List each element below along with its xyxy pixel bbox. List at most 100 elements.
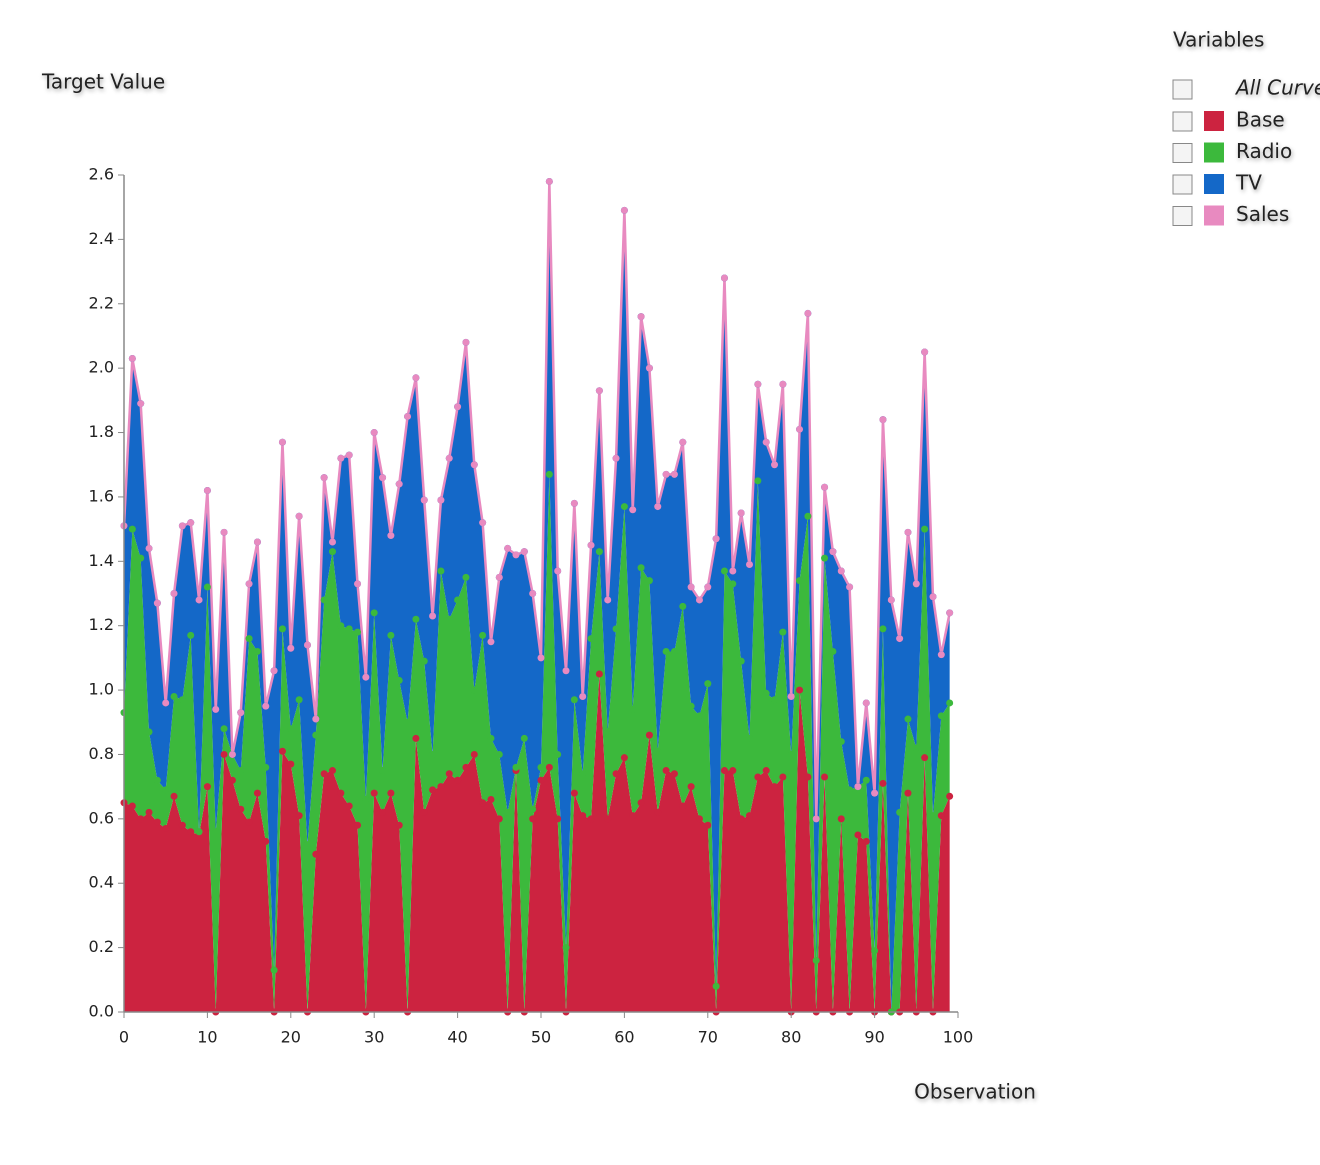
area [124, 673, 950, 1012]
legend-swatch [1204, 111, 1224, 131]
point [804, 309, 812, 317]
point [395, 676, 403, 684]
point [662, 470, 670, 478]
point [821, 773, 829, 781]
point [312, 850, 320, 858]
legend-swatch [1204, 205, 1224, 226]
x-tick-label: 70 [698, 1028, 718, 1047]
point [128, 802, 136, 810]
point [178, 821, 186, 829]
point [896, 635, 904, 643]
point [287, 644, 295, 652]
point [253, 789, 261, 797]
point [829, 647, 837, 655]
point [237, 709, 245, 717]
point [462, 573, 470, 581]
point [570, 789, 578, 797]
checkbox[interactable] [1172, 111, 1193, 132]
point [754, 773, 762, 781]
point [354, 628, 362, 636]
checkbox[interactable] [1172, 143, 1193, 163]
point [537, 776, 545, 784]
y-tick-label: 1.4 [89, 551, 114, 570]
point [654, 747, 662, 755]
point [929, 593, 937, 601]
point [137, 400, 145, 408]
point [779, 380, 787, 388]
point [462, 338, 470, 346]
point [629, 705, 637, 713]
point [695, 815, 703, 823]
point [704, 821, 712, 829]
point [245, 580, 253, 588]
point [779, 628, 787, 636]
checkbox[interactable] [1172, 174, 1193, 195]
point [620, 503, 628, 511]
point [887, 596, 895, 604]
point [737, 509, 745, 517]
point [821, 483, 829, 491]
point [504, 544, 512, 552]
point [654, 808, 662, 816]
checkbox[interactable] [1172, 206, 1193, 226]
point [479, 631, 487, 639]
point [804, 773, 812, 781]
point [921, 754, 929, 762]
point [712, 535, 720, 543]
point [854, 783, 862, 791]
point [170, 693, 178, 701]
y-tick-label: 0.8 [89, 744, 114, 763]
point [829, 548, 837, 556]
point [137, 815, 145, 823]
point [846, 786, 854, 794]
point [445, 770, 453, 778]
point [187, 631, 195, 639]
legend-swatch [1204, 174, 1224, 194]
point [587, 635, 595, 643]
point [562, 667, 570, 675]
point [412, 374, 420, 382]
point [587, 541, 595, 549]
point [170, 590, 178, 597]
point [937, 812, 945, 820]
point [437, 496, 445, 504]
point [921, 525, 929, 533]
point [579, 812, 587, 820]
point [153, 818, 161, 826]
area [124, 474, 950, 1013]
point [404, 718, 412, 726]
point [354, 580, 362, 588]
point [203, 783, 211, 791]
legend-all[interactable]: All Curves [1234, 76, 1320, 100]
point [437, 783, 445, 791]
point [946, 609, 954, 617]
point [654, 503, 662, 511]
point [379, 808, 387, 816]
point [128, 354, 136, 362]
point [720, 767, 728, 775]
x-axis-title: Observation [914, 1080, 1036, 1104]
point [796, 686, 804, 694]
point [437, 567, 445, 575]
point [729, 767, 737, 775]
point [862, 699, 870, 707]
y-tick-label: 0.4 [89, 873, 114, 892]
point [420, 496, 428, 504]
point [228, 776, 236, 784]
point [312, 715, 320, 723]
point [320, 596, 328, 604]
y-tick-label: 1.2 [89, 615, 114, 634]
point [771, 783, 779, 791]
point [687, 702, 695, 710]
point [512, 763, 520, 771]
point [687, 783, 695, 791]
point [253, 647, 261, 655]
point [387, 532, 395, 540]
point [737, 657, 745, 665]
checkbox[interactable] [1172, 79, 1193, 100]
point [595, 670, 603, 678]
point [670, 770, 678, 778]
point [821, 554, 829, 562]
point [370, 429, 378, 437]
